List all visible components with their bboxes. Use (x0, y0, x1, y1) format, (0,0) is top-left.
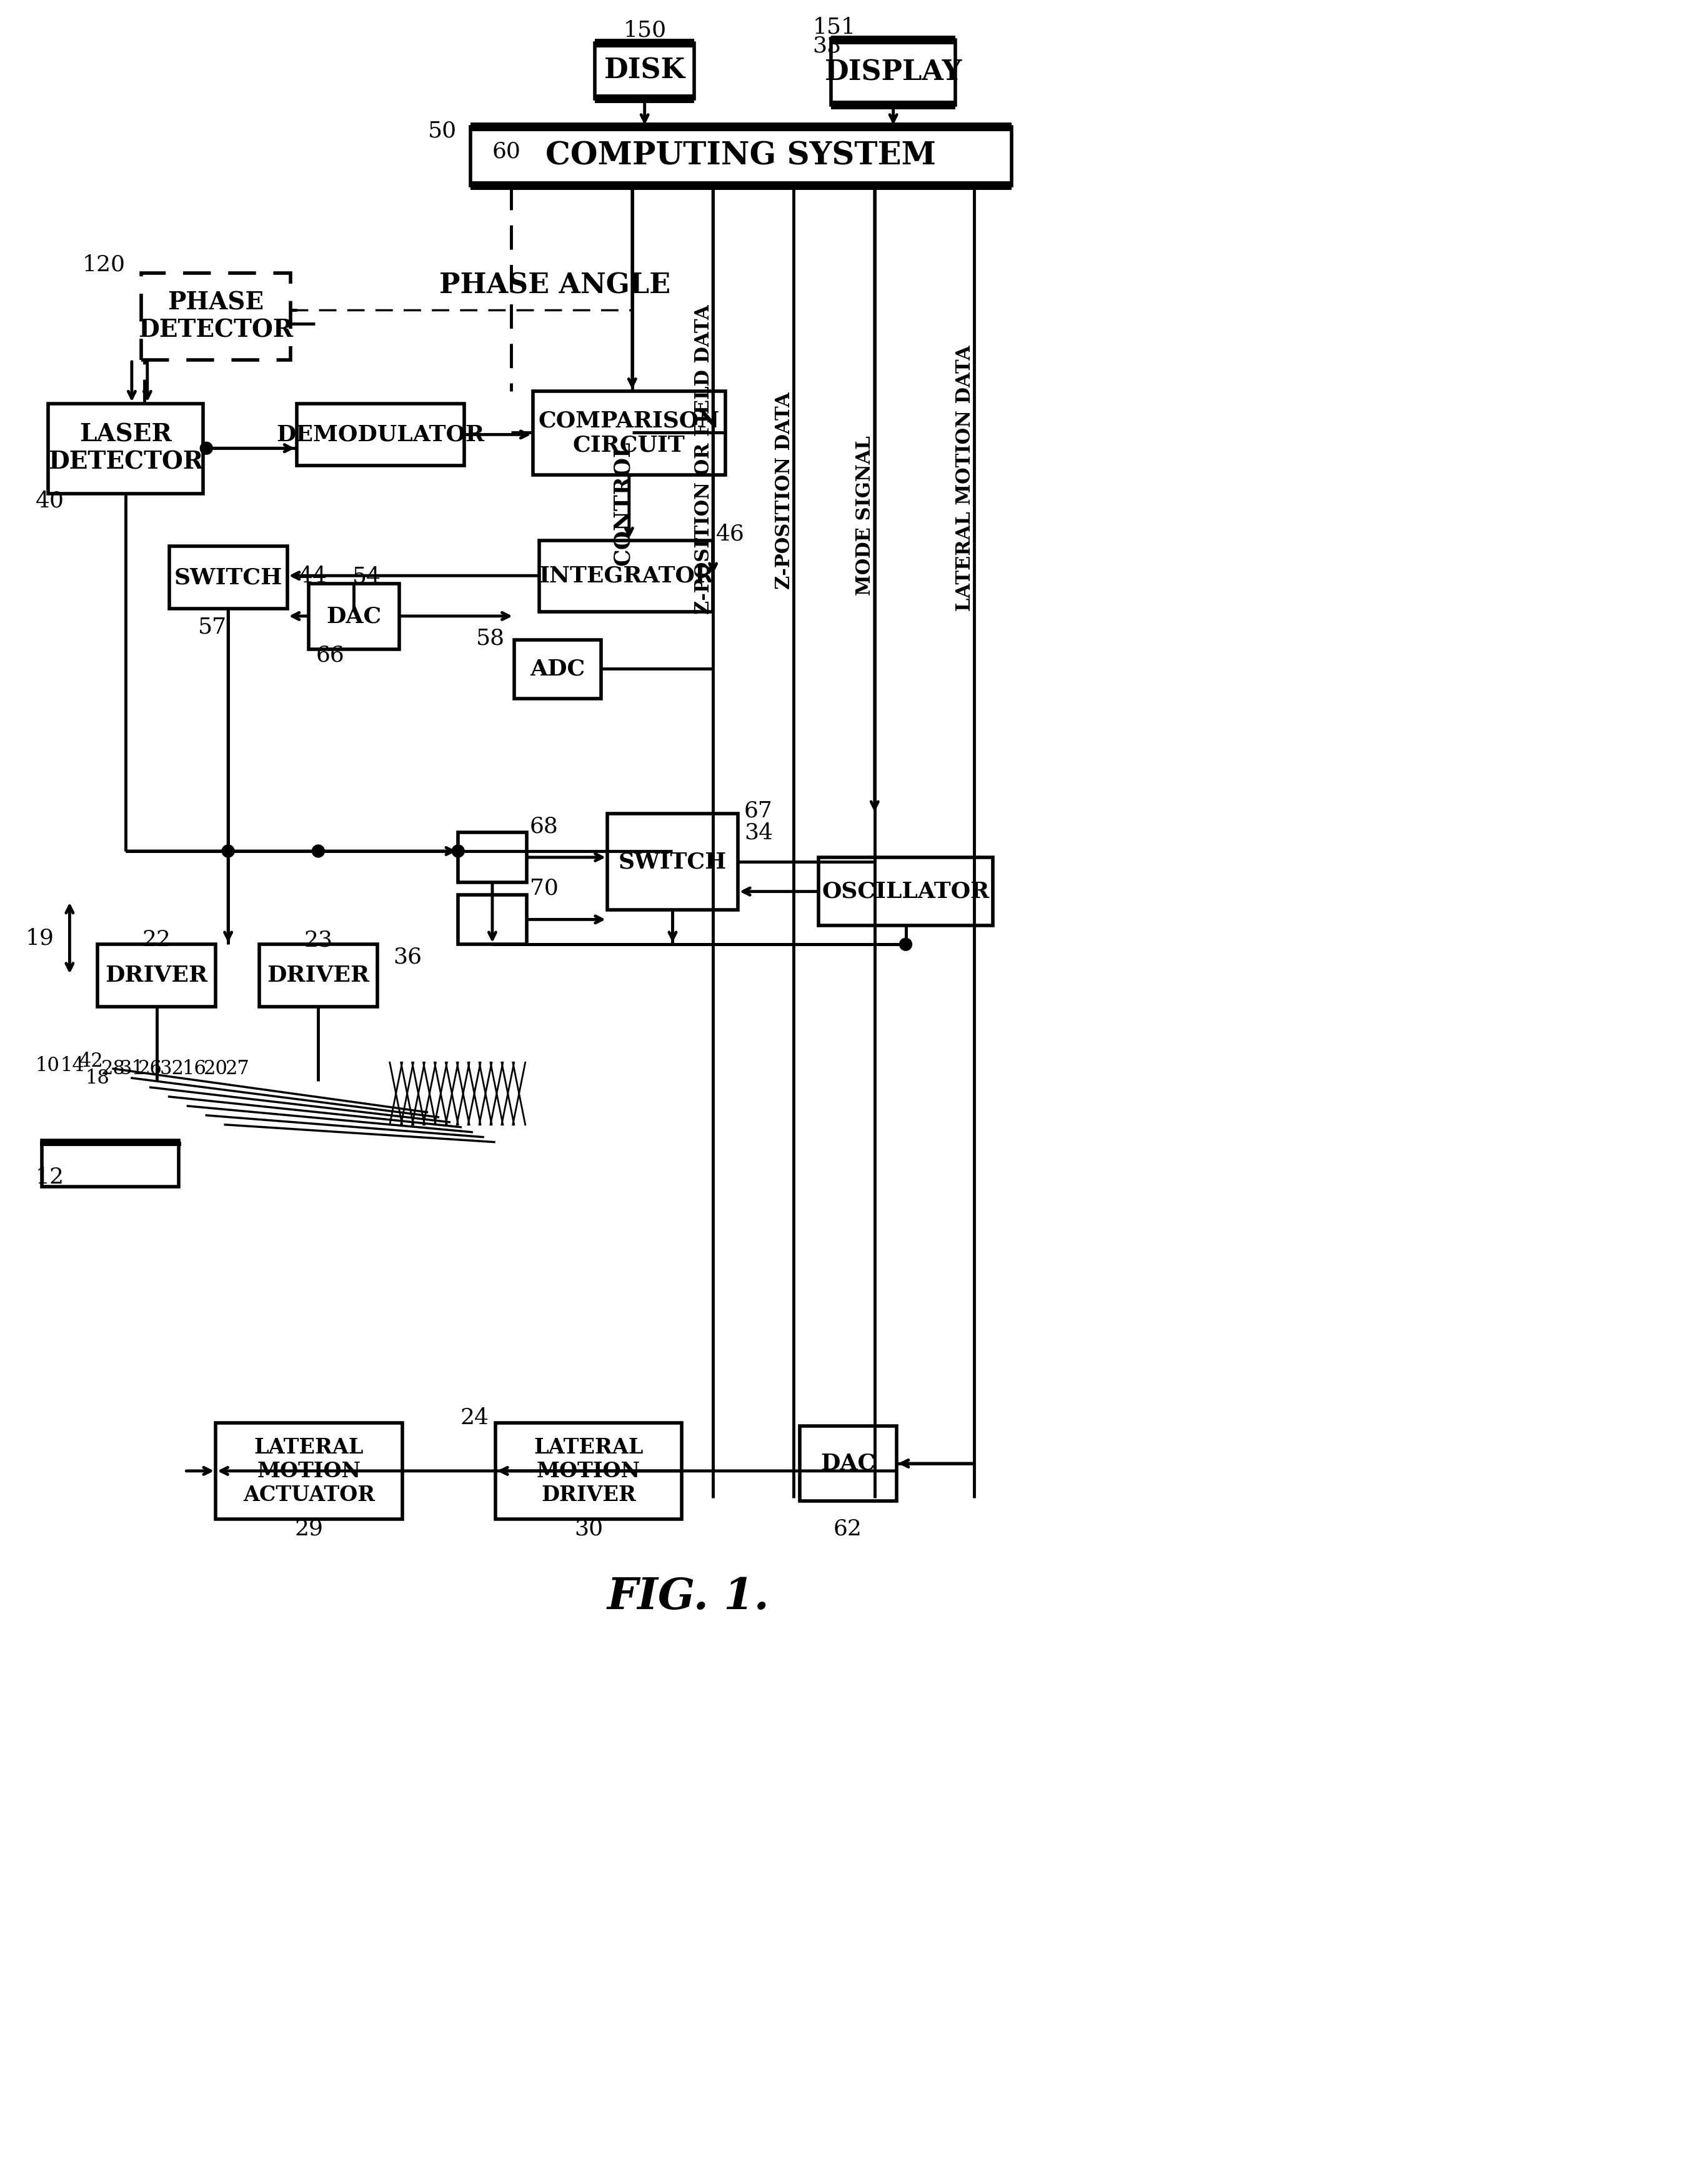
Text: LASER
DETECTOR: LASER DETECTOR (48, 424, 203, 474)
Text: PHASE ANGLE: PHASE ANGLE (439, 271, 671, 299)
Bar (216, 1424, 402, 1520)
Text: 46: 46 (717, 524, 745, 544)
Text: 120: 120 (82, 253, 126, 275)
Circle shape (201, 441, 213, 454)
Circle shape (311, 845, 325, 858)
Text: DAC: DAC (327, 605, 381, 627)
Text: 36: 36 (393, 946, 422, 968)
Bar (533, 391, 725, 474)
Bar (458, 895, 526, 943)
Text: 54: 54 (352, 566, 381, 587)
Text: 44: 44 (300, 566, 327, 587)
Text: 42: 42 (78, 1051, 104, 1070)
Text: COMPUTING SYSTEM: COMPUTING SYSTEM (546, 142, 936, 173)
Circle shape (899, 939, 912, 950)
Text: 40: 40 (36, 491, 65, 511)
Text: 19: 19 (26, 928, 54, 948)
Text: 57: 57 (197, 616, 226, 638)
Bar (97, 943, 216, 1007)
Text: 30: 30 (574, 1518, 603, 1540)
Bar (514, 640, 601, 699)
Text: DISK: DISK (604, 57, 686, 85)
Bar (596, 44, 694, 98)
Bar (41, 1140, 179, 1186)
Text: 62: 62 (834, 1518, 863, 1540)
Text: LATERAL
MOTION
DRIVER: LATERAL MOTION DRIVER (534, 1437, 643, 1505)
Text: CONTROL: CONTROL (613, 441, 633, 566)
Text: 150: 150 (623, 20, 665, 41)
Text: 32: 32 (160, 1059, 184, 1079)
Text: 70: 70 (529, 878, 558, 900)
Text: LATERAL MOTION DATA: LATERAL MOTION DATA (955, 345, 975, 612)
Text: INTEGRATOR: INTEGRATOR (538, 566, 713, 587)
Text: PHASE
DETECTOR: PHASE DETECTOR (138, 290, 293, 343)
Text: DRIVER: DRIVER (106, 965, 208, 985)
Text: 12: 12 (36, 1166, 65, 1188)
Bar (608, 815, 739, 911)
Text: 29: 29 (294, 1518, 323, 1540)
Text: 60: 60 (492, 142, 521, 162)
Text: 27: 27 (225, 1059, 250, 1079)
Bar (470, 127, 1011, 186)
Text: 66: 66 (317, 644, 344, 666)
Text: 31: 31 (119, 1059, 145, 1079)
Bar (48, 404, 203, 494)
Text: 58: 58 (477, 627, 505, 649)
Text: 10: 10 (36, 1055, 60, 1075)
Text: DISPLAY: DISPLAY (824, 59, 962, 85)
Circle shape (453, 845, 465, 858)
Text: 20: 20 (204, 1059, 228, 1079)
Bar (168, 546, 288, 609)
Text: Z-POSITION OR FIELD DATA: Z-POSITION OR FIELD DATA (694, 304, 713, 614)
Bar (141, 273, 291, 360)
Text: Z-POSITION DATA: Z-POSITION DATA (774, 391, 795, 590)
Text: DRIVER: DRIVER (267, 965, 369, 985)
Bar (458, 832, 526, 882)
Text: 50: 50 (429, 120, 456, 142)
Text: 33: 33 (812, 35, 841, 57)
Circle shape (221, 845, 235, 858)
Bar (800, 1426, 897, 1500)
Text: 22: 22 (143, 930, 170, 950)
Text: OSCILLATOR: OSCILLATOR (822, 880, 989, 902)
Text: ADC: ADC (529, 660, 585, 679)
Text: 26: 26 (138, 1059, 163, 1079)
Text: MODE SIGNAL: MODE SIGNAL (856, 435, 875, 596)
Text: 23: 23 (305, 930, 332, 950)
Bar (819, 858, 992, 926)
Text: DEMODULATOR: DEMODULATOR (276, 424, 485, 446)
Text: 24: 24 (460, 1406, 488, 1428)
Text: 28: 28 (100, 1059, 126, 1079)
Bar (831, 39, 955, 105)
Bar (310, 583, 398, 649)
Text: SWITCH: SWITCH (174, 568, 283, 587)
Text: DAC: DAC (820, 1452, 877, 1474)
Text: 34: 34 (744, 821, 773, 843)
Bar (495, 1424, 683, 1520)
Bar (259, 943, 378, 1007)
Text: FIG. 1.: FIG. 1. (608, 1577, 769, 1618)
Text: SWITCH: SWITCH (618, 852, 727, 874)
Text: 151: 151 (812, 17, 856, 37)
Text: 14: 14 (60, 1055, 85, 1075)
Text: LATERAL
MOTION
ACTUATOR: LATERAL MOTION ACTUATOR (243, 1437, 374, 1505)
Bar (540, 539, 713, 612)
Text: 68: 68 (529, 815, 558, 836)
Text: 67: 67 (744, 799, 773, 821)
Text: 16: 16 (182, 1059, 206, 1079)
Bar (296, 404, 465, 465)
Text: 18: 18 (85, 1068, 109, 1088)
Text: COMPARISON
CIRCUIT: COMPARISON CIRCUIT (538, 411, 720, 456)
